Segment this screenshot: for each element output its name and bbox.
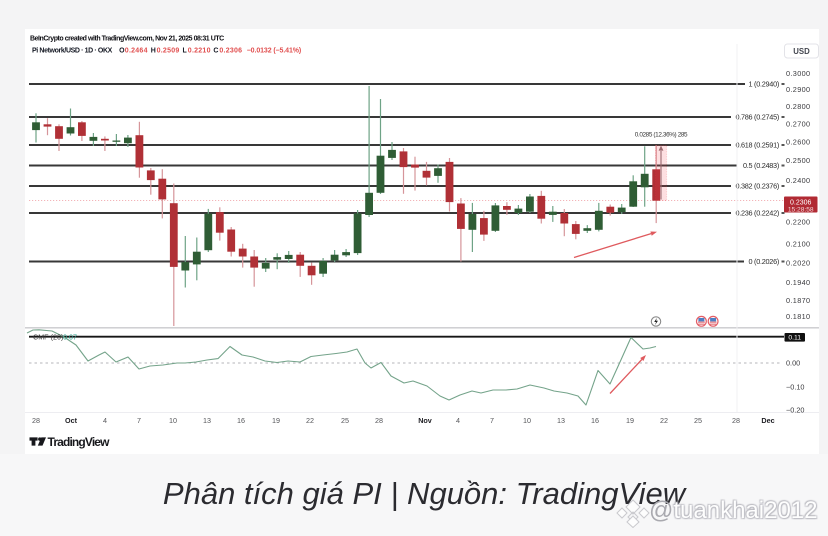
svg-text:4: 4 (103, 416, 107, 425)
svg-text:0.1940: 0.1940 (786, 278, 810, 287)
svg-text:Dec: Dec (761, 416, 774, 425)
svg-text:28: 28 (375, 416, 383, 425)
svg-text:0.11: 0.11 (788, 335, 801, 342)
svg-text:0.1810: 0.1810 (786, 312, 810, 321)
svg-text:0.2900: 0.2900 (786, 85, 810, 94)
svg-text:0.2100: 0.2100 (786, 240, 810, 249)
svg-text:0.2306: 0.2306 (790, 199, 812, 206)
svg-text:1 (0.2940): 1 (0.2940) (749, 80, 779, 89)
svg-text:25: 25 (341, 416, 349, 425)
svg-text:13: 13 (557, 416, 565, 425)
svg-text:0.1870: 0.1870 (786, 296, 810, 305)
svg-text:0 (0.2026): 0 (0.2026) (749, 257, 779, 266)
svg-text:Oct: Oct (65, 416, 78, 425)
svg-text:25: 25 (694, 416, 702, 425)
svg-text:0.786 (0.2745): 0.786 (0.2745) (735, 113, 779, 122)
svg-text:22: 22 (306, 416, 314, 425)
svg-text:28: 28 (32, 416, 40, 425)
svg-text:CMF (20): CMF (20) (33, 332, 63, 341)
svg-text:19: 19 (272, 416, 280, 425)
svg-text:0.07: 0.07 (63, 332, 77, 341)
svg-text:7: 7 (137, 416, 141, 425)
svg-text:22: 22 (660, 416, 668, 425)
svg-text:0.2700: 0.2700 (786, 119, 810, 128)
svg-text:0.2800: 0.2800 (786, 102, 810, 111)
svg-text:4: 4 (456, 416, 460, 425)
svg-text:0.5 (0.2483): 0.5 (0.2483) (743, 161, 779, 170)
svg-text:0.2020: 0.2020 (786, 258, 810, 267)
svg-text:19: 19 (626, 416, 634, 425)
svg-text:0.2400: 0.2400 (786, 176, 810, 185)
svg-text:BeInCrypto created with Tradin: BeInCrypto created with TradingView.com,… (30, 35, 224, 42)
svg-text:0.2500: 0.2500 (786, 156, 810, 165)
svg-text:0.618 (0.2591): 0.618 (0.2591) (735, 141, 779, 150)
svg-text:0.382 (0.2376): 0.382 (0.2376) (735, 182, 779, 191)
svg-text:7: 7 (490, 416, 494, 425)
svg-text:15:28:58: 15:28:58 (788, 207, 814, 214)
svg-text:0.0285 (12.36%) 285: 0.0285 (12.36%) 285 (635, 132, 688, 139)
svg-text:0.3000: 0.3000 (786, 69, 810, 78)
svg-text:16: 16 (591, 416, 599, 425)
svg-text:−0.10: −0.10 (786, 382, 804, 391)
svg-text:10: 10 (169, 416, 177, 425)
svg-text:13: 13 (203, 416, 211, 425)
svg-text:10: 10 (523, 416, 531, 425)
svg-text:TradingView: TradingView (48, 435, 111, 449)
svg-text:USD: USD (793, 47, 810, 56)
svg-text:0.2600: 0.2600 (786, 137, 810, 146)
svg-text:28: 28 (732, 416, 740, 425)
svg-text:0.236 (0.2242): 0.236 (0.2242) (735, 209, 779, 218)
svg-text:−0.20: −0.20 (786, 406, 804, 415)
svg-text:0.2200: 0.2200 (786, 218, 810, 227)
svg-text:Nov: Nov (418, 416, 432, 425)
svg-text:16: 16 (237, 416, 245, 425)
svg-text:0.00: 0.00 (786, 359, 800, 368)
